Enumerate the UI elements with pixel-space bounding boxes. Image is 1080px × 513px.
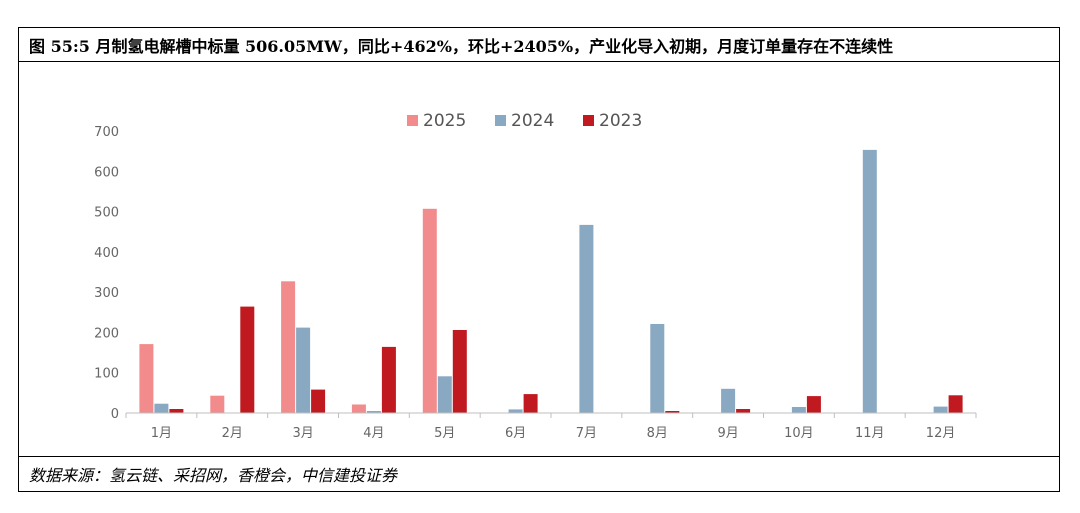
bar-2023-6 xyxy=(523,394,538,413)
y-tick-label: 700 xyxy=(94,125,119,140)
bar-2024-3 xyxy=(296,327,311,413)
bar-2025-5 xyxy=(422,208,437,413)
x-tick-label: 10月 xyxy=(784,426,814,441)
y-tick-label: 300 xyxy=(94,286,119,301)
bar-2023-3 xyxy=(311,389,326,413)
figure-frame: 图 55:5 月制氢电解槽中标量 506.05MW，同比+462%，环比+240… xyxy=(18,27,1060,492)
legend-swatch-2025 xyxy=(407,115,418,126)
bar-2025-1 xyxy=(139,344,154,413)
legend-swatch-2023 xyxy=(583,115,594,126)
bar-2025-4 xyxy=(351,404,366,413)
bar-2024-9 xyxy=(721,388,736,413)
legend-label-2024: 2024 xyxy=(511,111,554,131)
y-tick-label: 100 xyxy=(94,367,119,382)
figure-source: 数据来源：氢云链、采招网，香橙会，中信建投证券 xyxy=(19,456,1059,491)
bar-2025-2 xyxy=(210,395,225,413)
x-tick-label: 3月 xyxy=(292,426,313,441)
x-tick-label: 1月 xyxy=(151,426,172,441)
bar-2024-4 xyxy=(366,411,381,413)
bar-2023-8 xyxy=(665,411,680,413)
x-tick-label: 11月 xyxy=(855,426,885,441)
y-tick-label: 200 xyxy=(94,326,119,341)
x-tick-label: 7月 xyxy=(576,426,597,441)
x-tick-label: 2月 xyxy=(222,426,243,441)
bar-2023-12 xyxy=(948,395,963,413)
x-tick-label: 6月 xyxy=(505,426,526,441)
bar-2023-1 xyxy=(169,409,184,413)
bar-2024-1 xyxy=(154,403,169,413)
bar-2023-4 xyxy=(381,346,396,413)
legend-label-2025: 2025 xyxy=(423,111,466,131)
bar-2024-12 xyxy=(933,406,948,413)
bar-2024-11 xyxy=(862,149,877,413)
bar-2024-7 xyxy=(579,224,594,413)
y-tick-label: 500 xyxy=(94,206,119,221)
bar-2023-10 xyxy=(806,396,821,413)
bar-chart: 0 100 200 300 400 500 600 700 1月 2月 3月 4月 5月 6月 7月 8月 9月… xyxy=(94,111,977,441)
x-tick-label: 8月 xyxy=(647,426,668,441)
x-tick-label: 5月 xyxy=(434,426,455,441)
bar-2023-5 xyxy=(452,330,467,413)
x-tick-label: 4月 xyxy=(363,426,384,441)
bar-2023-9 xyxy=(736,409,751,413)
bar-2024-10 xyxy=(791,407,806,413)
x-tick-label: 9月 xyxy=(717,426,738,441)
legend-label-2023: 2023 xyxy=(599,111,642,131)
bar-2024-8 xyxy=(650,324,665,413)
y-tick-label: 600 xyxy=(94,165,119,180)
bar-2023-2 xyxy=(240,306,255,413)
bar-2024-6 xyxy=(508,409,523,413)
x-tick-label: 12月 xyxy=(926,426,956,441)
bar-2025-3 xyxy=(281,281,296,413)
bar-2024-5 xyxy=(437,376,452,413)
y-tick-label: 400 xyxy=(94,246,119,261)
figure-title: 图 55:5 月制氢电解槽中标量 506.05MW，同比+462%，环比+240… xyxy=(19,28,1059,62)
y-tick-label: 0 xyxy=(111,407,119,422)
legend-swatch-2024 xyxy=(495,115,506,126)
chart-area: 0 100 200 300 400 500 600 700 1月 2月 3月 4月 5月 6月 7月 8月 9月… xyxy=(19,62,1059,456)
